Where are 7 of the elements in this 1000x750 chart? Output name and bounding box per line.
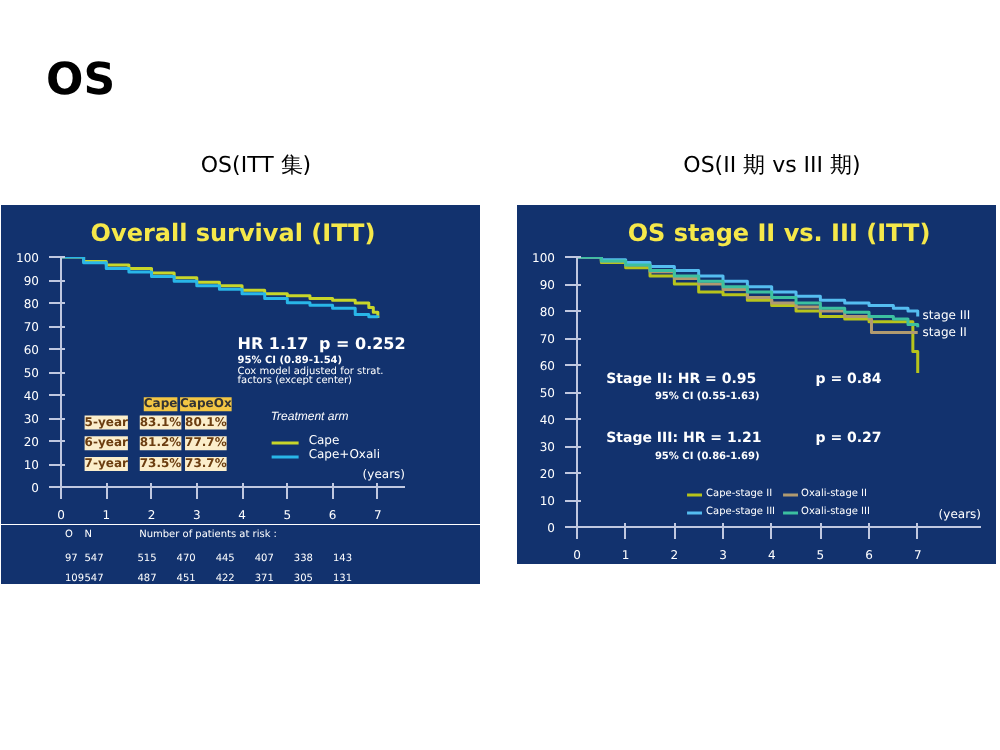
annotation: p = 0.252 [319, 335, 406, 354]
chart-subtitle: OS(II 期 vs III 期) [683, 150, 861, 182]
annotation: HR 1.17 [237, 335, 309, 354]
chart-title: OS stage II vs. III (ITT) [627, 219, 931, 247]
chart-title: Overall survival (ITT) [90, 219, 376, 247]
chart-subtitle: OS(ITT 集) [200, 150, 312, 182]
text: OS [46, 54, 116, 110]
